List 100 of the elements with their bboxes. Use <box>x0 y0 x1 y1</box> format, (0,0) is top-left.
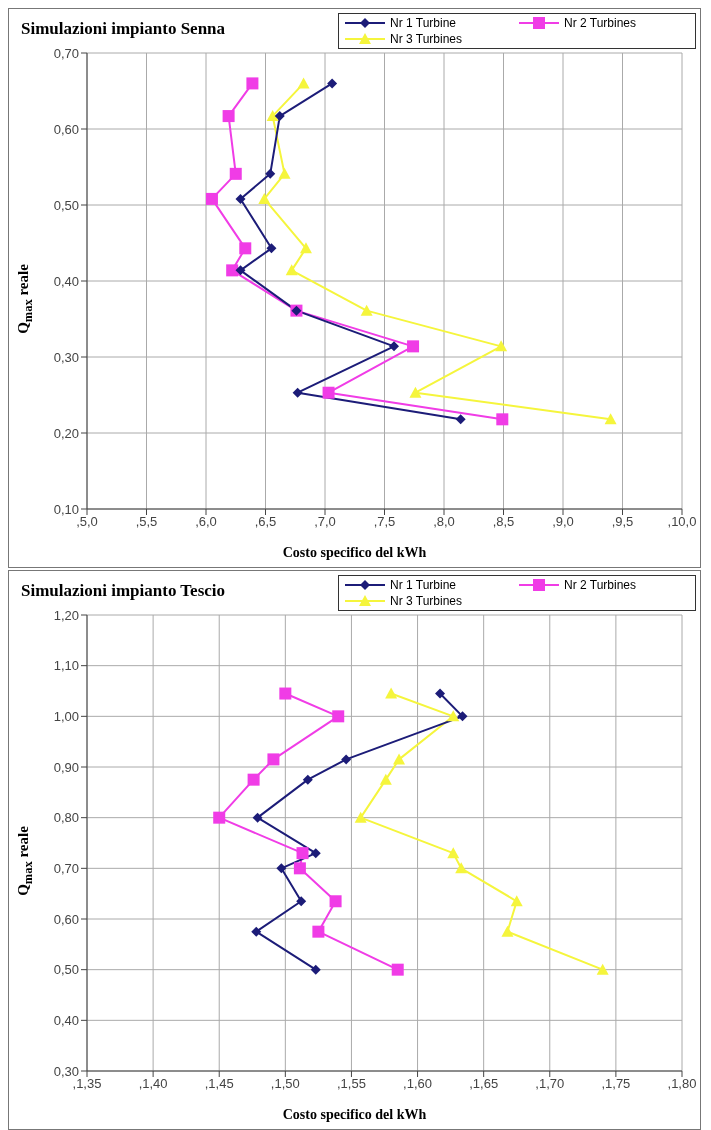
y-tick-label: 0,10 <box>53 501 79 517</box>
point <box>385 687 398 699</box>
x-tick-label: ,10,0 <box>667 514 697 530</box>
point <box>205 192 218 205</box>
point <box>278 167 291 179</box>
point <box>235 193 246 204</box>
point <box>251 926 262 937</box>
x-tick-label: ,1,65 <box>469 1076 499 1092</box>
point <box>276 863 287 874</box>
point <box>229 167 242 180</box>
point <box>393 753 406 765</box>
point <box>332 710 345 723</box>
x-tick-label: ,1,75 <box>601 1076 631 1092</box>
y-tick-label: 1,00 <box>53 708 79 724</box>
y-tick-label: 0,30 <box>53 1063 79 1079</box>
point <box>310 964 321 975</box>
legend-label: Nr 3 Turbines <box>390 31 463 47</box>
y-tick-label: 0,60 <box>53 911 79 927</box>
point <box>296 896 307 907</box>
point <box>246 77 259 90</box>
point <box>457 711 468 722</box>
point <box>455 862 468 874</box>
x-tick-label: ,1,45 <box>204 1076 234 1092</box>
point <box>226 264 239 277</box>
legend-label: Nr 1 Turbine <box>390 15 457 31</box>
x-axis-title: Costo specifico del kWh <box>281 545 428 561</box>
point <box>312 925 325 938</box>
point <box>213 811 226 824</box>
y-tick-label: 0,60 <box>53 121 79 137</box>
x-tick-label: ,6,0 <box>195 514 217 530</box>
legend-label: Nr 2 Turbines <box>564 15 637 31</box>
point <box>327 78 338 89</box>
point <box>299 242 312 254</box>
y-tick-label: 1,20 <box>53 607 79 623</box>
y-tick-label: 0,50 <box>53 197 79 213</box>
legend-label: Nr 2 Turbines <box>564 577 637 593</box>
x-tick-label: ,8,5 <box>492 514 515 530</box>
point <box>604 413 617 425</box>
y-tick-label: 0,90 <box>53 759 79 775</box>
y-tick-label: 0,30 <box>53 349 79 365</box>
point <box>407 340 420 353</box>
x-tick-label: ,6,5 <box>254 514 277 530</box>
x-tick-label: ,5,0 <box>76 514 98 530</box>
point <box>501 925 514 937</box>
point <box>267 753 280 766</box>
point <box>447 710 460 722</box>
x-tick-label: ,7,0 <box>314 514 336 530</box>
x-tick-label: ,7,5 <box>373 514 396 530</box>
point <box>292 387 303 398</box>
point <box>435 688 446 699</box>
y-tick-label: 0,40 <box>53 273 79 289</box>
point <box>341 754 352 765</box>
point <box>510 895 523 907</box>
y-tick-label: 1,10 <box>53 658 79 674</box>
point <box>447 847 460 859</box>
point <box>293 862 306 875</box>
point <box>409 386 422 398</box>
x-tick-label: ,1,35 <box>72 1076 102 1092</box>
x-axis-title: Costo specifico del kWh <box>281 1107 428 1123</box>
point <box>496 413 509 426</box>
x-tick-label: ,1,50 <box>270 1076 300 1092</box>
point <box>274 111 285 122</box>
x-tick-label: ,1,80 <box>667 1076 697 1092</box>
legend-label: Nr 3 Turbines <box>390 593 463 609</box>
point <box>266 110 279 122</box>
point <box>391 963 404 976</box>
legend-label: Nr 1 Turbine <box>390 577 457 593</box>
point <box>322 386 335 399</box>
chart-title: Simulazioni impianto Senna <box>21 19 226 39</box>
point <box>495 340 508 352</box>
x-tick-label: ,9,0 <box>552 514 574 530</box>
point <box>222 110 235 123</box>
point <box>279 687 292 700</box>
x-tick-label: ,1,40 <box>138 1076 168 1092</box>
point <box>265 168 276 179</box>
point <box>258 192 271 204</box>
point <box>252 812 263 823</box>
point <box>302 774 313 785</box>
point <box>379 773 392 785</box>
y-tick-label: 0,40 <box>53 1012 79 1028</box>
point <box>310 848 321 859</box>
y-tick-label: 0,70 <box>53 860 79 876</box>
point <box>455 414 466 425</box>
x-tick-label: ,8,0 <box>433 514 455 530</box>
point <box>285 264 298 276</box>
x-tick-label: ,1,70 <box>535 1076 565 1092</box>
y-tick-label: 0,20 <box>53 425 79 441</box>
point <box>354 811 367 823</box>
point <box>235 265 246 276</box>
point <box>266 243 277 254</box>
y-tick-label: 0,70 <box>53 45 79 61</box>
point <box>596 963 609 975</box>
x-tick-label: ,1,55 <box>336 1076 366 1092</box>
y-tick-label: 0,50 <box>53 962 79 978</box>
point <box>296 847 309 860</box>
point <box>297 77 310 89</box>
point <box>329 895 342 908</box>
x-tick-label: ,1,60 <box>403 1076 433 1092</box>
point <box>389 341 400 352</box>
y-tick-label: 0,80 <box>53 810 79 826</box>
